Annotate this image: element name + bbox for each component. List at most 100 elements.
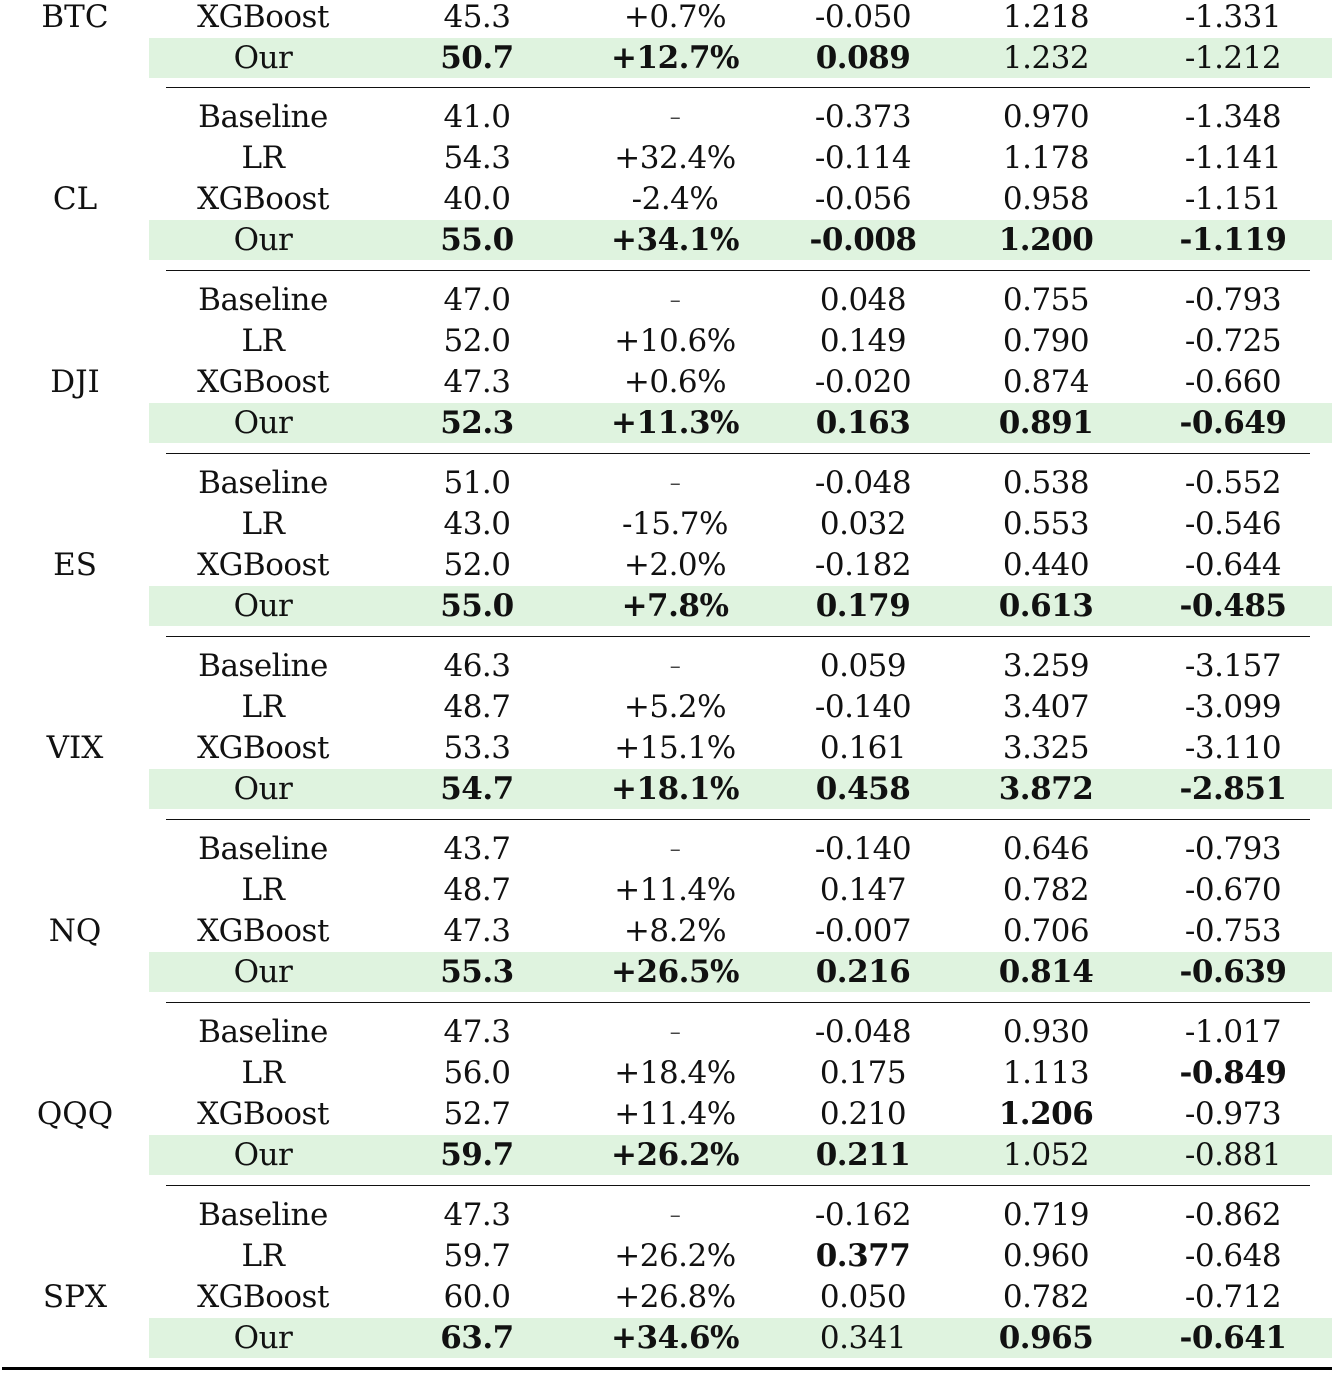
metric3-cell: -0.639 — [1179, 954, 1287, 991]
asset-label: QQQ — [36, 1096, 114, 1133]
metric3-cell: -0.649 — [1179, 405, 1287, 442]
table-row-highlighted: Our 55.0 +7.8% 0.179 0.613 -0.485 — [0, 586, 1332, 627]
accuracy-cell: 46.3 — [443, 648, 511, 684]
improvement-cell: +0.7% — [623, 0, 727, 35]
improvement-cell: +18.4% — [614, 1055, 736, 1092]
improvement-cell: +2.0% — [623, 547, 727, 584]
metric2-cell: 1.052 — [1002, 1137, 1090, 1174]
metric3-cell: -1.212 — [1184, 39, 1282, 76]
metric3-cell: -1.119 — [1179, 222, 1287, 259]
metric3-cell: -0.712 — [1184, 1279, 1282, 1316]
metric1-cell: -0.007 — [814, 913, 912, 950]
metric2-cell: 1.206 — [998, 1096, 1094, 1133]
metric2-cell: 0.965 — [998, 1320, 1094, 1357]
accuracy-cell: 50.7 — [440, 39, 514, 76]
accuracy-cell: 63.7 — [440, 1320, 514, 1357]
improvement-cell: – — [669, 837, 681, 862]
model-name-cell: XGBoost — [197, 0, 329, 35]
metric1-cell: 0.050 — [819, 1279, 907, 1316]
metric3-cell: -0.644 — [1184, 547, 1282, 584]
metric1-cell: 0.149 — [819, 323, 907, 360]
metric2-cell: 0.782 — [1002, 872, 1090, 909]
accuracy-cell: 55.3 — [440, 954, 514, 991]
model-name-cell: LR — [241, 1238, 285, 1275]
accuracy-cell: 43.7 — [443, 831, 511, 867]
table-row: Baseline 46.3 – 0.059 3.259 -3.157 — [0, 646, 1332, 687]
improvement-cell: +34.1% — [611, 222, 739, 259]
model-name-cell: Our — [233, 405, 293, 442]
asset-label: NQ — [48, 913, 102, 950]
accuracy-cell: 53.3 — [443, 730, 511, 767]
metric1-cell: 0.210 — [819, 1096, 907, 1133]
improvement-cell: +10.6% — [614, 323, 736, 360]
metric1-cell: 0.458 — [815, 771, 911, 808]
table-row: XGBoost 53.3 +15.1% 0.161 3.325 -3.110 — [0, 728, 1332, 769]
improvement-cell: +18.1% — [611, 771, 739, 808]
metric3-cell: -3.099 — [1184, 689, 1282, 726]
table-row: LR 48.7 +11.4% 0.147 0.782 -0.670 — [0, 870, 1332, 911]
metric1-cell: 0.032 — [819, 506, 907, 543]
bottom-rule — [2, 1367, 1332, 1370]
metric2-cell: 0.553 — [1002, 506, 1090, 543]
metric1-cell: 0.175 — [819, 1055, 907, 1092]
metric1-cell: 0.211 — [815, 1137, 911, 1174]
improvement-cell: +8.2% — [623, 913, 727, 950]
accuracy-cell: 52.7 — [443, 1096, 511, 1133]
metric2-cell: 0.874 — [1002, 364, 1090, 401]
metric2-cell: 1.113 — [1002, 1055, 1090, 1092]
improvement-cell: +34.6% — [611, 1320, 739, 1357]
accuracy-cell: 59.7 — [443, 1238, 511, 1275]
metric1-cell: 0.059 — [819, 648, 907, 684]
table-row: Baseline 51.0 – -0.048 0.538 -0.552 — [0, 463, 1332, 504]
table-row: LR 52.0 +10.6% 0.149 0.790 -0.725 — [0, 321, 1332, 362]
metric3-cell: -0.641 — [1179, 1320, 1287, 1357]
accuracy-cell: 54.3 — [443, 140, 511, 177]
metric1-cell: -0.140 — [814, 831, 912, 867]
model-name-cell: Baseline — [198, 282, 328, 318]
group-separator-rule — [166, 818, 1310, 820]
group-separator-rule — [166, 452, 1310, 454]
improvement-cell: – — [669, 471, 681, 496]
improvement-cell: +32.4% — [614, 140, 736, 177]
improvement-cell: +12.7% — [611, 39, 739, 76]
asset-label: BTC — [41, 0, 109, 35]
improvement-cell: -15.7% — [622, 506, 728, 543]
model-name-cell: XGBoost — [197, 1279, 329, 1316]
model-name-cell: XGBoost — [197, 364, 329, 401]
model-name-cell: Our — [233, 954, 293, 991]
asset-label: DJI — [50, 364, 100, 401]
metric2-cell: 0.440 — [1002, 547, 1090, 584]
metric2-cell: 1.218 — [1002, 0, 1090, 35]
table-row: LR 56.0 +18.4% 0.175 1.113 -0.849 — [0, 1053, 1332, 1094]
metric3-cell: -0.973 — [1184, 1096, 1282, 1133]
table-row: XGBoost 52.0 +2.0% -0.182 0.440 -0.644 — [0, 545, 1332, 586]
table-row: LR 59.7 +26.2% 0.377 0.960 -0.648 — [0, 1236, 1332, 1277]
improvement-cell: +26.2% — [611, 1137, 739, 1174]
table-row-highlighted: Our 59.7 +26.2% 0.211 1.052 -0.881 — [0, 1135, 1332, 1176]
metric3-cell: -0.546 — [1184, 506, 1282, 543]
improvement-cell: – — [669, 105, 681, 130]
metric2-cell: 0.930 — [1002, 1014, 1090, 1050]
table-row: XGBoost 40.0 -2.4% -0.056 0.958 -1.151 — [0, 179, 1332, 220]
metric2-cell: 0.613 — [998, 588, 1094, 625]
improvement-cell: +11.4% — [614, 872, 736, 909]
accuracy-cell: 40.0 — [443, 181, 511, 218]
group-separator-rule — [166, 635, 1310, 637]
model-name-cell: XGBoost — [197, 913, 329, 950]
metric3-cell: -1.348 — [1184, 99, 1282, 135]
accuracy-cell: 48.7 — [443, 872, 511, 909]
accuracy-cell: 60.0 — [443, 1279, 511, 1316]
metric1-cell: 0.377 — [815, 1238, 911, 1275]
model-name-cell: XGBoost — [197, 547, 329, 584]
table-row: XGBoost 52.7 +11.4% 0.210 1.206 -0.973 — [0, 1094, 1332, 1135]
metric2-cell: 3.407 — [1002, 689, 1090, 726]
improvement-cell: – — [669, 1203, 681, 1228]
metric1-cell: -0.008 — [809, 222, 917, 259]
model-name-cell: Our — [233, 1137, 293, 1174]
metric3-cell: -0.753 — [1184, 913, 1282, 950]
model-name-cell: Baseline — [198, 465, 328, 501]
metric1-cell: -0.162 — [814, 1197, 912, 1233]
table-row: LR 43.0 -15.7% 0.032 0.553 -0.546 — [0, 504, 1332, 545]
metric3-cell: -0.862 — [1184, 1197, 1282, 1233]
